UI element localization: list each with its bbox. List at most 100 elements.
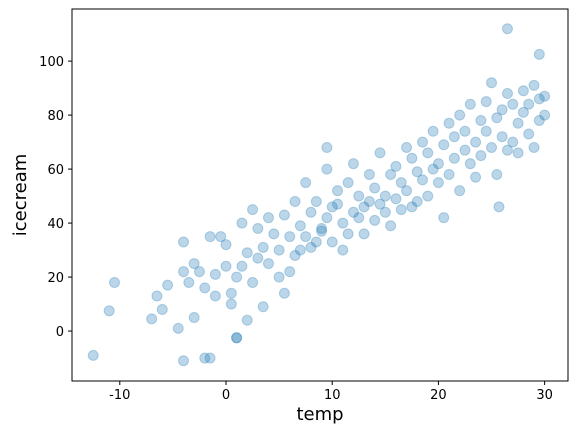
point [178, 266, 190, 278]
point [448, 152, 460, 164]
point [480, 125, 492, 137]
point [289, 249, 301, 261]
point [470, 171, 482, 183]
point [332, 198, 344, 210]
point [358, 228, 370, 240]
point [438, 139, 450, 151]
point [401, 141, 413, 153]
point [475, 114, 487, 126]
point [156, 303, 168, 315]
point [273, 244, 285, 256]
point [395, 204, 407, 216]
point [103, 305, 115, 317]
point [209, 268, 221, 280]
point [369, 182, 381, 194]
point [294, 244, 306, 256]
point [533, 93, 545, 105]
point [199, 282, 211, 294]
point [459, 144, 471, 156]
point [204, 352, 216, 364]
point [262, 258, 274, 270]
point [321, 141, 333, 153]
point [188, 258, 200, 270]
point [406, 201, 418, 213]
point [268, 228, 280, 240]
point [172, 322, 184, 334]
point [108, 276, 120, 288]
point [493, 201, 505, 213]
point [486, 141, 498, 153]
point [188, 312, 200, 324]
point [443, 117, 455, 129]
point [416, 174, 428, 186]
point [427, 125, 439, 137]
point [358, 201, 370, 213]
point [501, 87, 513, 99]
point [401, 185, 413, 197]
point [385, 220, 397, 232]
point [326, 201, 338, 213]
point [390, 193, 402, 205]
point [236, 260, 248, 272]
point [454, 109, 466, 121]
point [300, 231, 312, 243]
point [342, 177, 354, 189]
point [199, 352, 211, 364]
point [363, 168, 375, 180]
point [146, 313, 158, 325]
point [220, 260, 232, 272]
point [178, 355, 190, 367]
point [209, 290, 221, 302]
point [517, 106, 529, 118]
point [247, 276, 259, 288]
point [278, 209, 290, 221]
point [347, 158, 359, 170]
x-axis-label: temp [296, 404, 343, 425]
point [363, 195, 375, 207]
point [390, 160, 402, 172]
point [178, 236, 190, 248]
point [374, 147, 386, 159]
point [326, 236, 338, 248]
point [411, 195, 423, 207]
point [533, 114, 545, 126]
point [252, 252, 264, 264]
point [236, 217, 248, 229]
point [300, 177, 312, 189]
point [454, 185, 466, 197]
point [464, 98, 476, 110]
point [512, 147, 524, 159]
point [422, 190, 434, 202]
point [215, 231, 227, 243]
point [470, 136, 482, 148]
point [247, 204, 259, 216]
point [496, 104, 508, 116]
point [231, 271, 243, 283]
point [379, 206, 391, 218]
point [353, 212, 365, 224]
point [316, 222, 328, 234]
point [464, 158, 476, 170]
point [337, 244, 349, 256]
x-tick-label: 10 [324, 388, 341, 403]
point [193, 266, 205, 278]
point [512, 117, 524, 129]
point [252, 222, 264, 234]
point [284, 266, 296, 278]
point [438, 212, 450, 224]
y-tick-label: 60 [47, 163, 64, 178]
point [231, 332, 243, 344]
point [310, 236, 322, 248]
x-tick-label: 0 [222, 388, 230, 403]
point [257, 301, 269, 313]
point [310, 195, 322, 207]
point [385, 168, 397, 180]
y-tick-label: 40 [47, 217, 64, 232]
y-tick-label: 100 [39, 55, 64, 70]
point [528, 141, 540, 153]
y-tick-label: 20 [47, 271, 64, 286]
point [480, 96, 492, 108]
plot-frame [71, 8, 569, 382]
y-tick-label: 80 [47, 109, 64, 124]
